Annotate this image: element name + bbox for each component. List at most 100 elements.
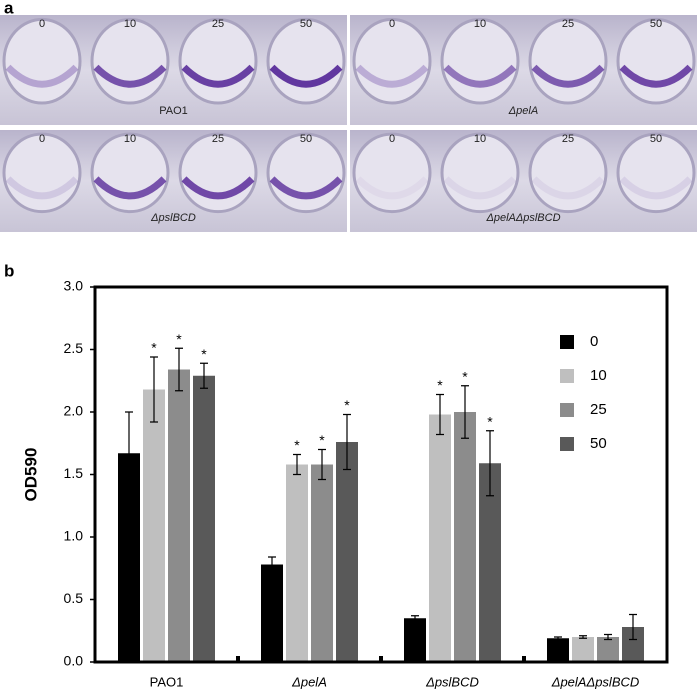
- significance-marker: *: [201, 346, 207, 362]
- bar: [286, 464, 308, 662]
- plot-frame: [93, 285, 669, 664]
- panel-label: b: [4, 261, 14, 280]
- error-bar: [604, 633, 612, 641]
- x-tick-label: ΔpelAΔpslBCD: [551, 674, 640, 689]
- bar: [454, 412, 476, 662]
- bar: [429, 414, 451, 662]
- error-bar: [318, 448, 326, 481]
- y-tick-label: 1.0: [64, 528, 84, 544]
- x-tick-label: PAO1: [150, 674, 184, 689]
- error-bar: [268, 556, 276, 573]
- significance-marker: *: [344, 397, 350, 413]
- bar: [311, 464, 333, 662]
- y-tick-label: 1.5: [64, 465, 84, 481]
- well: [528, 132, 608, 214]
- bar: [168, 369, 190, 662]
- bar: [597, 637, 619, 662]
- stain-ring: [531, 176, 605, 200]
- bar: [143, 389, 165, 662]
- bar: [404, 618, 426, 662]
- error-bar: [461, 385, 469, 439]
- well: [616, 132, 696, 214]
- y-tick-label: 0.5: [64, 590, 84, 606]
- stain-ring: [181, 176, 255, 200]
- y-tick-label: 2.5: [64, 340, 84, 356]
- concentration-label: 10: [474, 133, 486, 145]
- well: [90, 17, 170, 105]
- bar: [622, 627, 644, 662]
- stain-ring: [443, 64, 517, 88]
- bar: [572, 637, 594, 662]
- well: [440, 132, 520, 214]
- panel-label: a: [4, 0, 14, 17]
- legend-label: 0: [590, 333, 598, 350]
- x-tick-label: ΔpslBCD: [425, 674, 479, 689]
- x-tick-label: ΔpelA: [291, 674, 327, 689]
- legend-label: 25: [590, 401, 607, 418]
- concentration-label: 0: [389, 133, 395, 145]
- error-bar: [175, 347, 183, 392]
- stain-ring: [443, 176, 517, 200]
- bar: [479, 463, 501, 662]
- well: [2, 17, 82, 105]
- stain-ring: [619, 176, 693, 200]
- error-bar: [436, 393, 444, 436]
- legend-swatch: [560, 335, 574, 349]
- concentration-label: 0: [389, 18, 395, 30]
- significance-marker: *: [487, 413, 493, 429]
- stain-ring: [619, 64, 693, 88]
- stain-ring: [269, 176, 343, 200]
- error-bar: [150, 356, 158, 423]
- concentration-label: 0: [39, 18, 45, 30]
- bar: [547, 638, 569, 662]
- concentration-label: 50: [300, 18, 312, 30]
- error-bar: [293, 453, 301, 476]
- group-separator: [522, 656, 526, 662]
- legend-swatch: [560, 403, 574, 417]
- concentration-label: 50: [650, 133, 662, 145]
- well: [266, 132, 346, 214]
- bar: [261, 564, 283, 662]
- error-bar: [579, 635, 587, 639]
- significance-marker: *: [462, 368, 468, 384]
- concentration-label: 10: [124, 133, 136, 145]
- stain-ring: [269, 64, 343, 88]
- stain-ring: [181, 64, 255, 88]
- error-bar: [629, 613, 637, 641]
- well: [352, 17, 432, 105]
- well: [178, 132, 258, 214]
- stain-ring: [5, 64, 79, 88]
- strain-label: ΔpelA: [508, 105, 538, 117]
- error-bar: [125, 411, 133, 496]
- strain-label: PAO1: [159, 105, 188, 117]
- concentration-label: 10: [124, 18, 136, 30]
- significance-marker: *: [319, 432, 325, 448]
- significance-marker: *: [437, 377, 443, 393]
- error-bar: [200, 362, 208, 389]
- bar: [118, 453, 140, 662]
- y-tick-label: 3.0: [64, 278, 84, 294]
- legend-label: 10: [590, 367, 607, 384]
- significance-marker: *: [294, 437, 300, 453]
- well: [90, 132, 170, 214]
- stain-ring: [531, 64, 605, 88]
- strain-label: ΔpslBCD: [150, 212, 196, 224]
- y-axis-label: OD590: [21, 448, 40, 502]
- well: [528, 17, 608, 105]
- error-bar: [554, 636, 562, 641]
- concentration-label: 50: [650, 18, 662, 30]
- chart: 0.0 0.5 1.0 1.5 2.0 2.5 3.0 OD590 PAO1 * * * ΔpelA * *…: [21, 278, 669, 689]
- concentration-label: 25: [562, 18, 574, 30]
- concentration-label: 10: [474, 18, 486, 30]
- concentration-label: 50: [300, 133, 312, 145]
- stain-ring: [93, 176, 167, 200]
- well: [352, 132, 432, 214]
- strain-label: ΔpelAΔpslBCD: [485, 212, 560, 224]
- legend-swatch: [560, 369, 574, 383]
- concentration-label: 25: [212, 133, 224, 145]
- well: [266, 17, 346, 105]
- bar: [193, 375, 215, 662]
- well: [440, 17, 520, 105]
- significance-marker: *: [176, 331, 182, 347]
